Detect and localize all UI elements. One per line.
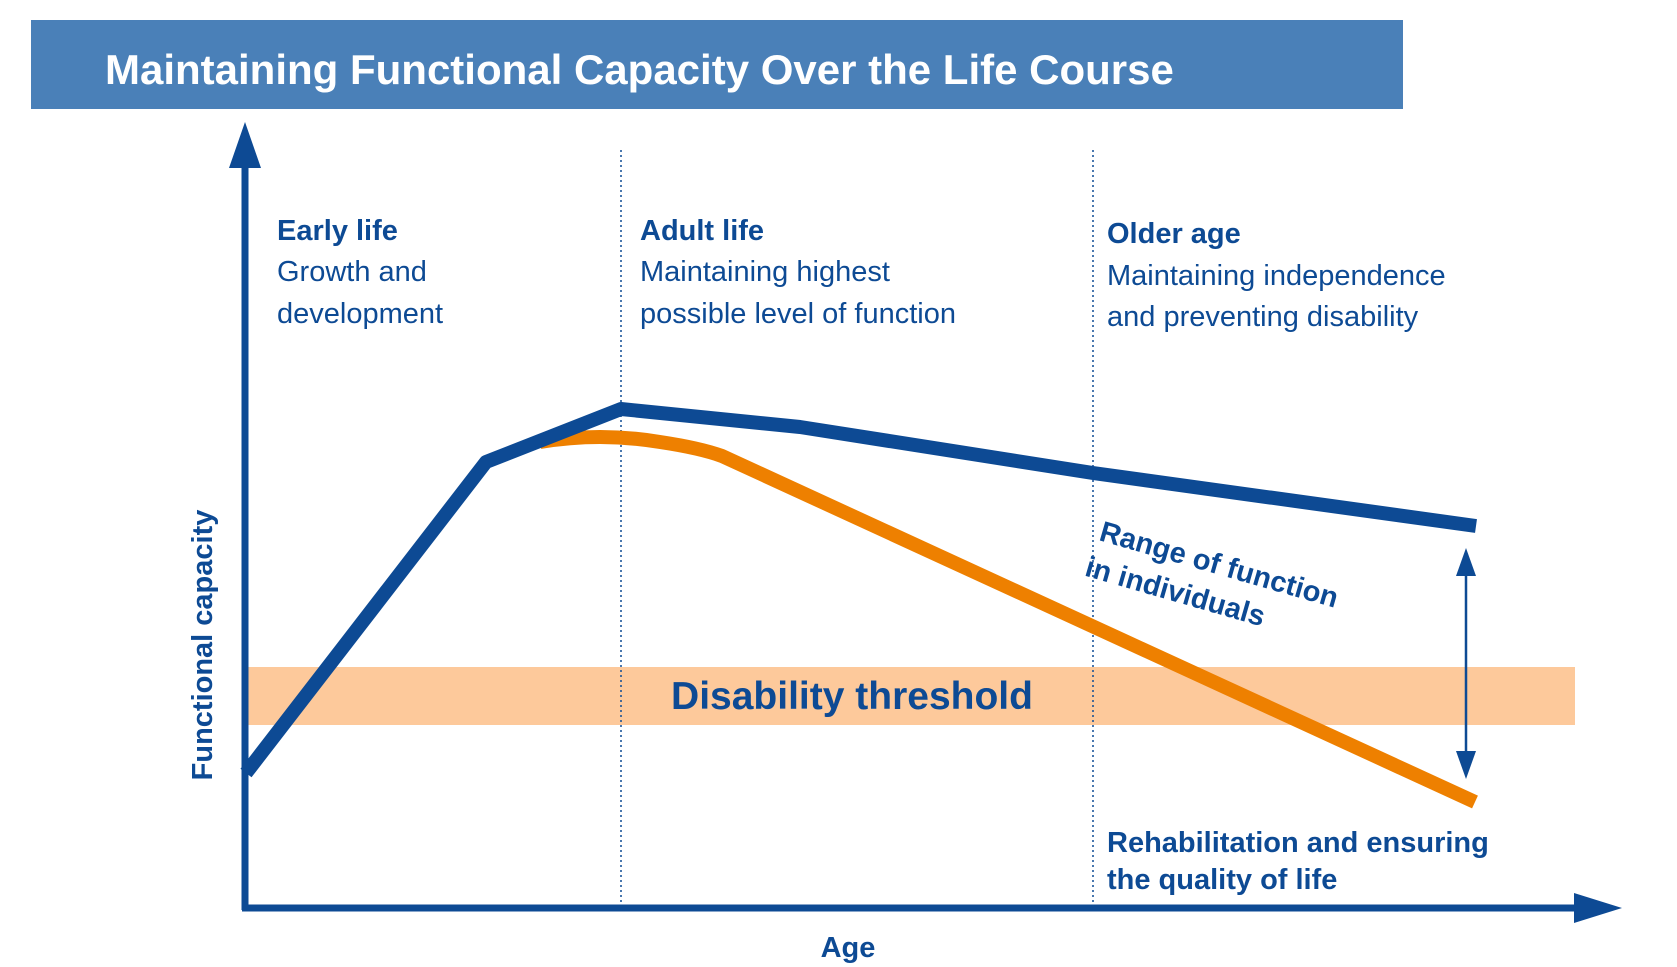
stage-adult-line-1: Maintaining highest (640, 256, 890, 288)
x-axis-label: Age (821, 932, 876, 964)
y-axis-arrowhead (229, 122, 261, 168)
orange-decline-curve (538, 430, 1478, 809)
range-arrow-down (1456, 751, 1476, 779)
title-bar: Maintaining Functional Capacity Over the… (31, 20, 1403, 109)
stage-early-line-1: Growth and (277, 256, 427, 288)
stage-adult-line-2: possible level of function (640, 298, 956, 330)
diagram-title: Maintaining Functional Capacity Over the… (105, 46, 1174, 93)
stage-early-line-2: development (277, 298, 443, 330)
rehab-label-line-1: Rehabilitation and ensuring (1107, 827, 1489, 859)
stage-early-heading: Early life (277, 215, 398, 247)
range-label-group: Range of function in individuals (1082, 516, 1342, 633)
rehab-label-line-2: the quality of life (1107, 864, 1337, 896)
stage-adult-heading: Adult life (640, 215, 764, 247)
disability-threshold-label: Disability threshold (671, 675, 1033, 718)
x-axis-arrowhead (1574, 893, 1622, 923)
stage-older-line-2: and preventing disability (1107, 301, 1419, 333)
y-axis-label: Functional capacity (187, 510, 219, 781)
stage-older-heading: Older age (1107, 218, 1241, 250)
blue-capacity-curve (240, 402, 1477, 778)
range-arrow-up (1456, 548, 1476, 576)
disability-threshold-band (248, 667, 1575, 725)
stage-older-line-1: Maintaining independence (1107, 260, 1446, 292)
